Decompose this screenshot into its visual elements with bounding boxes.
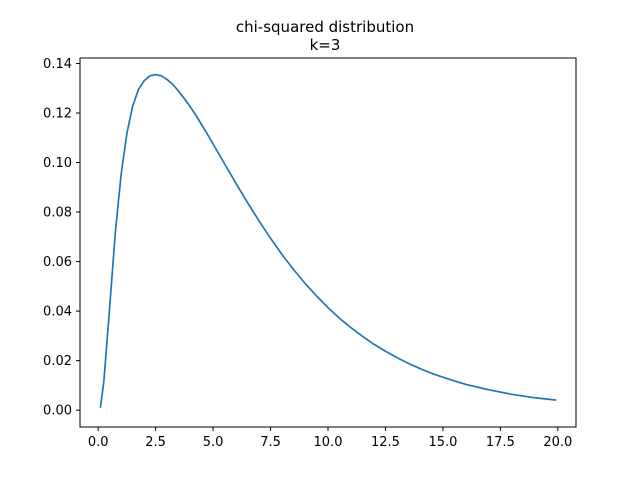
chart-subtitle: k=3 [310, 36, 341, 54]
y-tick-label: 0.04 [43, 305, 72, 320]
y-tick-label: 0.02 [43, 354, 72, 369]
y-tick-label: 0.06 [43, 255, 72, 270]
y-tick-label: 0.00 [43, 404, 72, 419]
x-axis: 0.0 2.5 5.0 7.5 10.0 12.5 15.0 17.5 20.0 [88, 427, 572, 450]
x-tick-label: 7.5 [260, 435, 281, 450]
plot-frame [79, 57, 577, 428]
x-tick-label: 17.5 [486, 435, 515, 450]
series-line [99, 73, 557, 409]
x-tick-label: 0.0 [88, 435, 109, 450]
plot-area [80, 58, 576, 427]
x-tick-label: 5.0 [203, 435, 224, 450]
y-tick-label: 0.08 [43, 206, 72, 221]
y-tick-label: 0.14 [43, 57, 72, 72]
x-tick-label: 12.5 [371, 435, 400, 450]
chart-title: chi-squared distribution [236, 18, 414, 36]
x-tick-label: 2.5 [145, 435, 166, 450]
x-tick-label: 20.0 [543, 435, 572, 450]
x-tick-label: 10.0 [314, 435, 343, 450]
y-tick-label: 0.12 [43, 106, 72, 121]
x-tick-label: 15.0 [428, 435, 457, 450]
y-tick-label: 0.10 [43, 156, 72, 171]
y-axis: 0.00 0.02 0.04 0.06 0.08 0.10 0.12 0.14 [43, 57, 80, 419]
